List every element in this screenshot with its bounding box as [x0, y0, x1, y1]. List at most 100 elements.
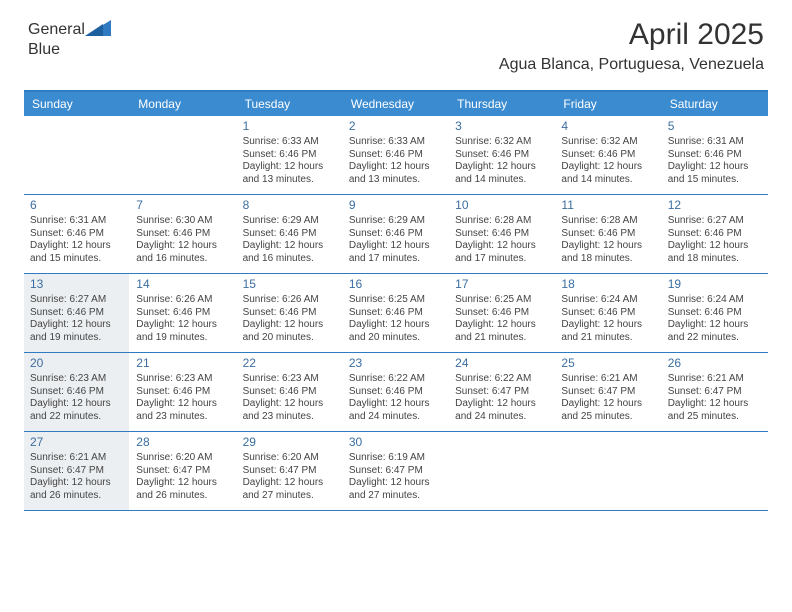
day-number: 7 [136, 198, 229, 213]
dayname-header: Tuesday [237, 92, 343, 116]
calendar-cell: 13Sunrise: 6:27 AMSunset: 6:46 PMDayligh… [24, 274, 130, 352]
daylight-text: Daylight: 12 hours and 18 minutes. [561, 240, 654, 265]
sunrise-text: Sunrise: 6:21 AM [668, 373, 761, 386]
day-number: 10 [455, 198, 548, 213]
day-number: 23 [349, 356, 442, 371]
sunset-text: Sunset: 6:46 PM [668, 307, 761, 320]
daylight-text: Daylight: 12 hours and 13 minutes. [349, 161, 442, 186]
calendar-cell [662, 432, 768, 510]
sunrise-text: Sunrise: 6:32 AM [561, 136, 654, 149]
dayname-header: Thursday [449, 92, 555, 116]
title-block: April 2025 Agua Blanca, Portuguesa, Vene… [499, 18, 764, 74]
sunset-text: Sunset: 6:47 PM [136, 465, 229, 478]
calendar-cell: 12Sunrise: 6:27 AMSunset: 6:46 PMDayligh… [662, 195, 768, 273]
sunset-text: Sunset: 6:46 PM [561, 307, 654, 320]
day-number: 25 [561, 356, 654, 371]
day-number: 5 [668, 119, 761, 134]
sunrise-text: Sunrise: 6:28 AM [561, 215, 654, 228]
day-number: 6 [30, 198, 123, 213]
sunrise-text: Sunrise: 6:21 AM [30, 452, 123, 465]
day-number: 21 [136, 356, 229, 371]
daylight-text: Daylight: 12 hours and 22 minutes. [30, 398, 123, 423]
sunrise-text: Sunrise: 6:29 AM [349, 215, 442, 228]
calendar-cell: 18Sunrise: 6:24 AMSunset: 6:46 PMDayligh… [555, 274, 661, 352]
day-number: 29 [243, 435, 336, 450]
daylight-text: Daylight: 12 hours and 26 minutes. [30, 477, 123, 502]
calendar-cell: 3Sunrise: 6:32 AMSunset: 6:46 PMDaylight… [449, 116, 555, 194]
sunset-text: Sunset: 6:47 PM [30, 465, 123, 478]
calendar-cell: 16Sunrise: 6:25 AMSunset: 6:46 PMDayligh… [343, 274, 449, 352]
calendar-cell: 10Sunrise: 6:28 AMSunset: 6:46 PMDayligh… [449, 195, 555, 273]
calendar-grid: SundayMondayTuesdayWednesdayThursdayFrid… [24, 90, 768, 511]
weeks-container: 1Sunrise: 6:33 AMSunset: 6:46 PMDaylight… [24, 116, 768, 511]
day-number: 30 [349, 435, 442, 450]
sunrise-text: Sunrise: 6:29 AM [243, 215, 336, 228]
sunrise-text: Sunrise: 6:31 AM [668, 136, 761, 149]
calendar-cell: 24Sunrise: 6:22 AMSunset: 6:47 PMDayligh… [449, 353, 555, 431]
sunset-text: Sunset: 6:46 PM [455, 307, 548, 320]
sunrise-text: Sunrise: 6:23 AM [30, 373, 123, 386]
brand-text-2: Blue [28, 41, 111, 59]
calendar-cell: 17Sunrise: 6:25 AMSunset: 6:46 PMDayligh… [449, 274, 555, 352]
sunrise-text: Sunrise: 6:20 AM [243, 452, 336, 465]
sunset-text: Sunset: 6:46 PM [30, 386, 123, 399]
calendar-cell: 27Sunrise: 6:21 AMSunset: 6:47 PMDayligh… [24, 432, 130, 510]
sunset-text: Sunset: 6:46 PM [668, 228, 761, 241]
week-row: 1Sunrise: 6:33 AMSunset: 6:46 PMDaylight… [24, 116, 768, 195]
calendar-cell: 30Sunrise: 6:19 AMSunset: 6:47 PMDayligh… [343, 432, 449, 510]
calendar-cell: 9Sunrise: 6:29 AMSunset: 6:46 PMDaylight… [343, 195, 449, 273]
calendar-cell: 20Sunrise: 6:23 AMSunset: 6:46 PMDayligh… [24, 353, 130, 431]
page-header: General Blue April 2025 Agua Blanca, Por… [0, 0, 792, 80]
calendar-cell: 22Sunrise: 6:23 AMSunset: 6:46 PMDayligh… [237, 353, 343, 431]
day-number: 8 [243, 198, 336, 213]
sunset-text: Sunset: 6:46 PM [668, 149, 761, 162]
sunrise-text: Sunrise: 6:26 AM [243, 294, 336, 307]
daylight-text: Daylight: 12 hours and 23 minutes. [136, 398, 229, 423]
daylight-text: Daylight: 12 hours and 16 minutes. [243, 240, 336, 265]
dayname-header: Friday [555, 92, 661, 116]
daylight-text: Daylight: 12 hours and 27 minutes. [349, 477, 442, 502]
sunset-text: Sunset: 6:46 PM [243, 149, 336, 162]
sunrise-text: Sunrise: 6:23 AM [243, 373, 336, 386]
sunrise-text: Sunrise: 6:31 AM [30, 215, 123, 228]
calendar-cell: 8 Sunrise: 6:29 AMSunset: 6:46 PMDaylight… [237, 195, 343, 273]
sunset-text: Sunset: 6:47 PM [349, 465, 442, 478]
sunrise-text: Sunrise: 6:20 AM [136, 452, 229, 465]
day-number: 3 [455, 119, 548, 134]
day-number: 28 [136, 435, 229, 450]
sunset-text: Sunset: 6:46 PM [349, 307, 442, 320]
daylight-text: Daylight: 12 hours and 16 minutes. [136, 240, 229, 265]
sunset-text: Sunset: 6:46 PM [30, 307, 123, 320]
brand-triangle-icon [85, 18, 111, 41]
sunrise-text: Sunrise: 6:21 AM [561, 373, 654, 386]
sunset-text: Sunset: 6:46 PM [243, 228, 336, 241]
sunset-text: Sunset: 6:46 PM [243, 307, 336, 320]
week-row: 6Sunrise: 6:31 AMSunset: 6:46 PMDaylight… [24, 195, 768, 274]
daylight-text: Daylight: 12 hours and 25 minutes. [668, 398, 761, 423]
sunrise-text: Sunrise: 6:26 AM [136, 294, 229, 307]
daylight-text: Daylight: 12 hours and 22 minutes. [668, 319, 761, 344]
day-number: 19 [668, 277, 761, 292]
sunset-text: Sunset: 6:46 PM [30, 228, 123, 241]
day-number: 24 [455, 356, 548, 371]
sunrise-text: Sunrise: 6:23 AM [136, 373, 229, 386]
day-number: 1 [243, 119, 336, 134]
daylight-text: Daylight: 12 hours and 17 minutes. [455, 240, 548, 265]
calendar-cell [449, 432, 555, 510]
daylight-text: Daylight: 12 hours and 24 minutes. [349, 398, 442, 423]
daylight-text: Daylight: 12 hours and 18 minutes. [668, 240, 761, 265]
daylight-text: Daylight: 12 hours and 20 minutes. [243, 319, 336, 344]
day-number: 18 [561, 277, 654, 292]
sunset-text: Sunset: 6:47 PM [243, 465, 336, 478]
daylight-text: Daylight: 12 hours and 17 minutes. [349, 240, 442, 265]
location-text: Agua Blanca, Portuguesa, Venezuela [499, 56, 764, 74]
month-title: April 2025 [499, 18, 764, 52]
week-row: 27Sunrise: 6:21 AMSunset: 6:47 PMDayligh… [24, 432, 768, 511]
sunrise-text: Sunrise: 6:33 AM [243, 136, 336, 149]
daylight-text: Daylight: 12 hours and 14 minutes. [455, 161, 548, 186]
sunset-text: Sunset: 6:46 PM [561, 228, 654, 241]
calendar-cell: 1Sunrise: 6:33 AMSunset: 6:46 PMDaylight… [237, 116, 343, 194]
calendar-cell [130, 116, 236, 194]
sunset-text: Sunset: 6:46 PM [136, 307, 229, 320]
day-number: 13 [30, 277, 123, 292]
